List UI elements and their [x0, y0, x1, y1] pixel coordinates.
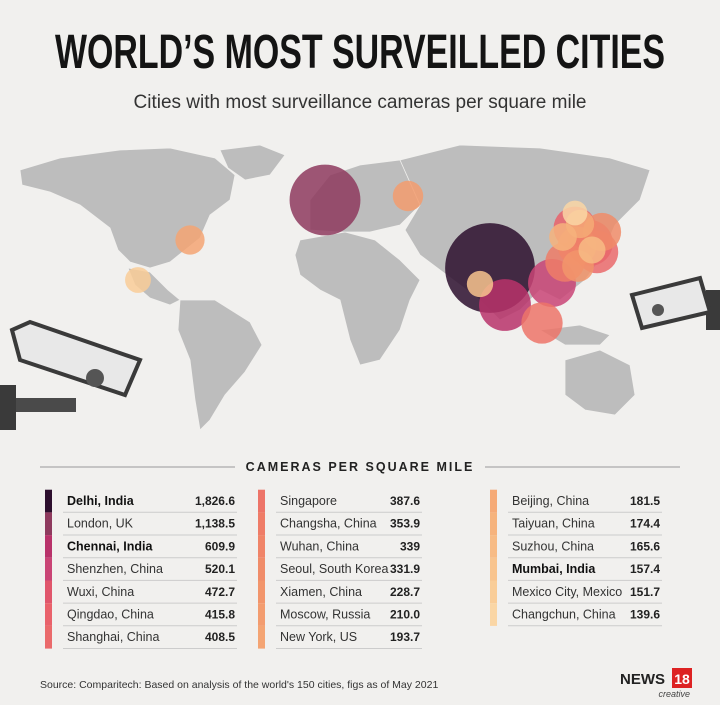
logo-sub: creative [658, 689, 690, 699]
color-key [45, 512, 52, 536]
city-value: 174.4 [630, 517, 660, 531]
city-value: 387.6 [390, 494, 420, 508]
city-name: Seoul, South Korea [280, 562, 388, 576]
city-value: 165.6 [630, 539, 660, 553]
color-key [45, 557, 52, 581]
city-value: 415.8 [205, 608, 235, 622]
city-value: 151.7 [630, 585, 660, 599]
city-value: 520.1 [205, 562, 235, 576]
color-key [490, 580, 497, 604]
city-value: 472.7 [205, 585, 235, 599]
color-key [490, 512, 497, 536]
city-value: 157.4 [630, 562, 660, 576]
city-value: 609.9 [205, 539, 235, 553]
city-value: 210.0 [390, 608, 420, 622]
color-key [490, 489, 497, 513]
camera-right [629, 275, 720, 331]
greenland [219, 144, 286, 181]
city-name: New York, US [280, 630, 357, 644]
city-value: 228.7 [390, 585, 420, 599]
city-name: Wuxi, China [67, 585, 134, 599]
color-key [258, 557, 265, 581]
city-name: London, UK [67, 517, 134, 531]
city-bubble [289, 164, 361, 236]
source: Source: Comparitech: Based on analysis o… [40, 679, 438, 691]
camera-lens [652, 304, 664, 316]
color-key [258, 535, 265, 558]
color-key [258, 489, 265, 513]
city-bubble [578, 236, 606, 264]
city-bubble [175, 225, 205, 255]
city-bubble [392, 180, 424, 212]
north-america [19, 147, 236, 269]
city-value: 331.9 [390, 562, 420, 576]
color-key [45, 625, 52, 649]
color-key [258, 603, 265, 626]
city-name: Changsha, China [280, 517, 377, 531]
city-name: Moscow, Russia [280, 608, 370, 622]
subtitle: Cities with most surveillance cameras pe… [134, 92, 587, 113]
camera-arm [16, 398, 76, 412]
city-name: Mexico City, Mexico [512, 585, 622, 599]
city-value: 339 [400, 539, 420, 553]
camera-lens [86, 369, 104, 387]
city-name: Qingdao, China [67, 608, 154, 622]
logo-number: 18 [674, 671, 690, 687]
africa [294, 231, 421, 366]
table: Delhi, India 1,826.6 London, UK 1,138.5 Chen… [45, 489, 662, 649]
camera-left [0, 319, 143, 430]
city-name: Wuhan, China [280, 539, 359, 553]
south-america [177, 299, 263, 431]
city-value: 353.9 [390, 517, 420, 531]
city-name: Chennai, India [67, 539, 153, 553]
logo-box [672, 668, 692, 688]
city-bubble [125, 267, 151, 293]
city-value: 181.5 [630, 494, 660, 508]
city-name: Shanghai, China [67, 630, 159, 644]
city-name: Xiamen, China [280, 585, 362, 599]
city-name: Beijing, China [512, 494, 589, 508]
city-value: 408.5 [205, 630, 235, 644]
city-bubble [466, 270, 494, 298]
city-name: Taiyuan, China [512, 517, 595, 531]
city-bubble [562, 200, 588, 226]
color-key [258, 512, 265, 536]
city-name: Mumbai, India [512, 562, 596, 576]
camera-body [9, 319, 143, 398]
city-value: 193.7 [390, 630, 420, 644]
city-name: Delhi, India [67, 494, 135, 508]
camera-mount [0, 385, 16, 430]
color-key [490, 603, 497, 626]
city-name: Shenzhen, China [67, 562, 163, 576]
bubbles [125, 164, 622, 344]
camera-body [629, 275, 713, 331]
city-name: Changchun, China [512, 608, 616, 622]
color-key [258, 625, 265, 649]
title: WORLD’S MOST SURVEILLED CITIES [55, 26, 665, 79]
city-value: 139.6 [630, 608, 660, 622]
color-key [490, 535, 497, 558]
logo-brand: NEWS [620, 671, 665, 688]
city-value: 1,138.5 [195, 517, 235, 531]
color-key [258, 580, 265, 604]
city-bubble [479, 279, 531, 331]
australia [564, 349, 636, 416]
camera-mount [706, 290, 720, 330]
city-name: Singapore [280, 494, 337, 508]
color-key [45, 603, 52, 626]
color-key [490, 557, 497, 581]
city-bubble [549, 223, 577, 251]
color-key [45, 489, 52, 513]
table-title: CAMERAS PER SQUARE MILE [246, 460, 475, 474]
logo: NEWS 18 creative [620, 668, 692, 699]
color-key [45, 535, 52, 558]
color-key [45, 580, 52, 604]
city-bubble [521, 302, 563, 344]
city-value: 1,826.6 [195, 494, 235, 508]
city-name: Suzhou, China [512, 539, 594, 553]
